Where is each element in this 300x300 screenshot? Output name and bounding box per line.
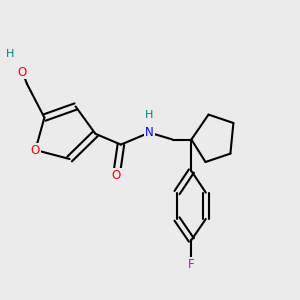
Text: H: H [145, 110, 154, 121]
Text: O: O [31, 143, 40, 157]
Text: O: O [112, 169, 121, 182]
Text: H: H [6, 49, 15, 59]
Text: F: F [188, 258, 195, 271]
Text: N: N [145, 126, 154, 139]
Text: O: O [18, 65, 27, 79]
